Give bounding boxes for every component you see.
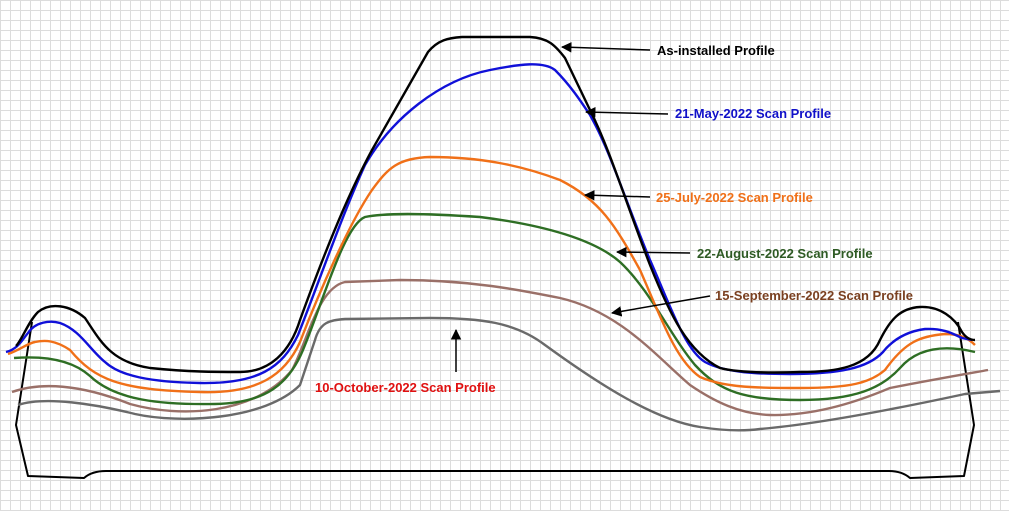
arrow-august [615, 246, 691, 258]
profile-curve-as-installed [15, 35, 976, 374]
arrow-as-installed [560, 42, 651, 53]
base-outline [15, 321, 975, 479]
label-august: 22-August-2022 Scan Profile [697, 246, 873, 261]
profile-curve-october [17, 316, 1001, 432]
profile-curve-august [13, 212, 976, 406]
label-september: 15-September-2022 Scan Profile [715, 288, 913, 303]
label-as-installed: As-installed Profile [657, 43, 775, 58]
profile-curve-may [5, 63, 973, 385]
label-july: 25-July-2022 Scan Profile [656, 190, 813, 205]
profile-curve-july [7, 155, 976, 394]
arrow-july [583, 190, 651, 201]
profile-curve-september [11, 278, 989, 417]
arrow-may [584, 106, 669, 118]
label-may: 21-May-2022 Scan Profile [675, 106, 831, 121]
arrow-september [610, 295, 711, 317]
label-october: 10-October-2022 Scan Profile [315, 380, 496, 395]
